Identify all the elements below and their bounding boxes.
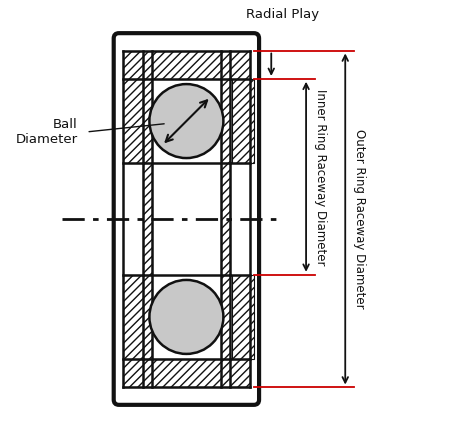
Circle shape (149, 280, 223, 354)
Bar (123, 79, 145, 163)
Bar (143, 163, 152, 275)
FancyBboxPatch shape (114, 33, 259, 405)
Bar (143, 275, 152, 359)
Text: Inner Ring Raceway Diameter: Inner Ring Raceway Diameter (314, 88, 327, 265)
Bar (123, 50, 250, 79)
Bar (221, 163, 230, 275)
Bar (123, 359, 250, 388)
Text: Radial Play: Radial Play (246, 8, 319, 21)
Bar (143, 79, 152, 163)
Bar (232, 275, 254, 359)
Bar (221, 275, 230, 359)
Bar (221, 79, 230, 163)
Text: Ball
Diameter: Ball Diameter (16, 118, 78, 146)
Circle shape (149, 84, 223, 158)
Bar (123, 275, 145, 359)
Text: Outer Ring Raceway Diameter: Outer Ring Raceway Diameter (353, 129, 366, 309)
Bar (232, 79, 254, 163)
